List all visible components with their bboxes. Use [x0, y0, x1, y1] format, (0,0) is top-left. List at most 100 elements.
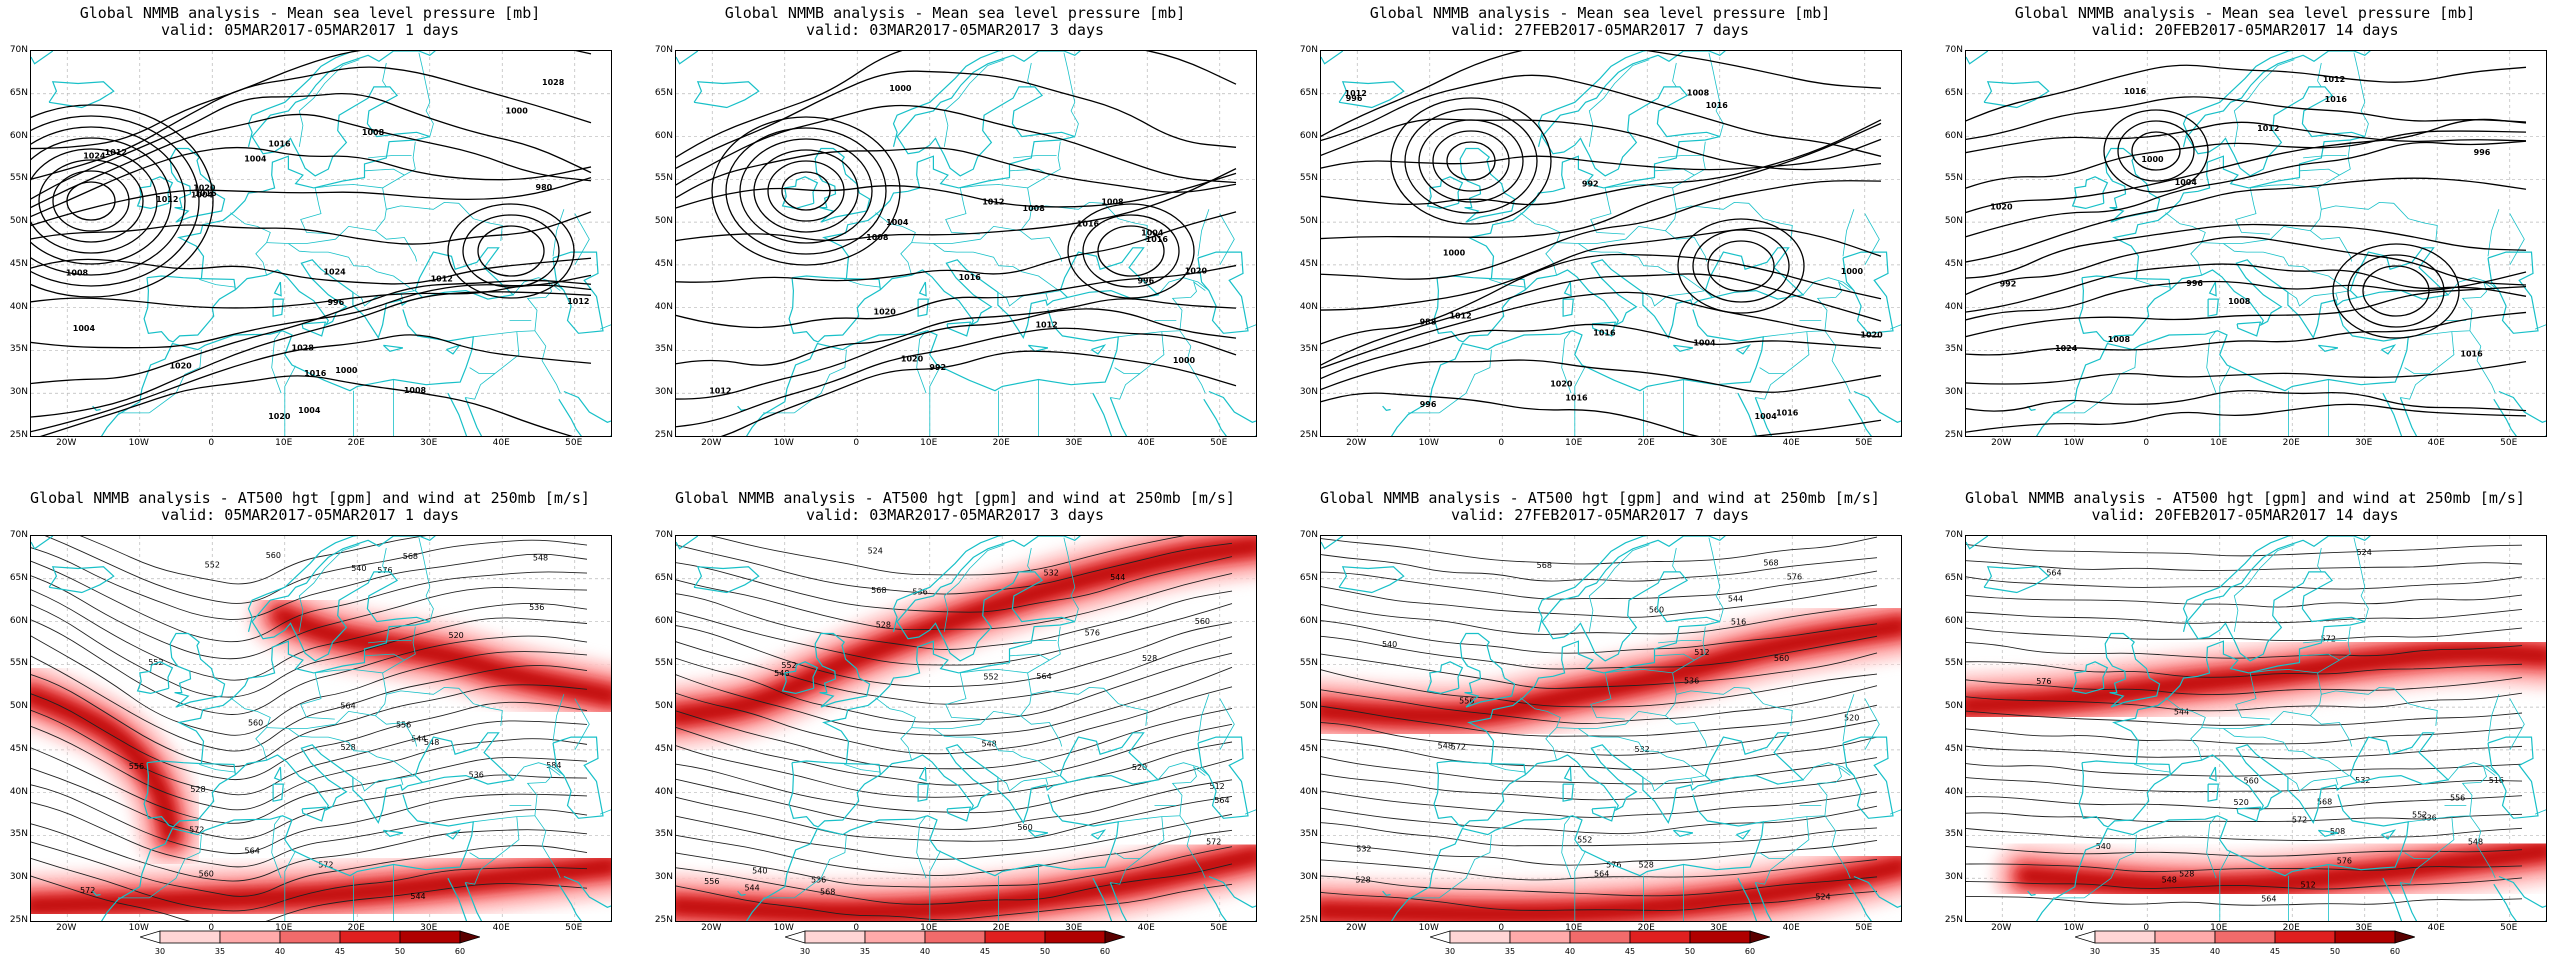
contour-label: 512 [1694, 648, 1709, 657]
isobars [1321, 51, 1882, 436]
lat-tick-label: 40N [1944, 786, 1963, 797]
lon-tick-label: 30E [1065, 923, 1083, 933]
lat-tick-label: 65N [654, 87, 673, 98]
isobar-label: 1016 [2325, 95, 2348, 104]
isobar-label: 1008 [66, 268, 89, 277]
contour-label: 516 [1731, 617, 1746, 626]
contour-label: 572 [2321, 634, 2336, 643]
lon-tick-label: 30E [420, 438, 438, 448]
lon-tick-label: 40E [1782, 438, 1800, 448]
contour-label: 552 [781, 661, 796, 670]
lon-tick-label: 30E [2355, 923, 2373, 933]
contour-label: 584 [546, 761, 561, 770]
isobar-label: 1000 [506, 106, 529, 115]
lon-tick-label: 40E [2427, 923, 2445, 933]
isobar-label: 988 [1420, 317, 1437, 326]
lon-tick-label: 20W [701, 923, 722, 933]
map-panel-z500-3: Global NMMB analysis - AT500 hgt [gpm] a… [1290, 485, 1910, 956]
coastlines [31, 51, 611, 436]
contour-label: 520 [449, 631, 464, 640]
lon-tick-label: 0 [853, 438, 860, 448]
map-panel-z500-4: Global NMMB analysis - AT500 hgt [gpm] a… [1935, 485, 2555, 956]
map-panel-z500-2: Global NMMB analysis - AT500 hgt [gpm] a… [645, 485, 1265, 956]
lat-tick-label: 30N [654, 872, 673, 883]
lat-tick-label: 40N [9, 301, 28, 312]
isobar-label: 1004 [1755, 412, 1778, 421]
lat-tick-label: 45N [1944, 258, 1963, 269]
lat-tick-label: 60N [9, 130, 28, 141]
isobar-label: 1012 [156, 195, 178, 204]
contour-label: 560 [1195, 617, 1210, 626]
isobar-label: 992 [1582, 180, 1599, 189]
lat-tick-label: 60N [654, 130, 673, 141]
colorbar-tick-label: 60 [454, 947, 466, 956]
contour-label: 556 [1459, 697, 1474, 706]
lat-tick-label: 40N [9, 786, 28, 797]
contour-label: 528 [1355, 876, 1370, 885]
lon-tick-label: 0 [2143, 438, 2150, 448]
lat-tick-label: 60N [9, 615, 28, 626]
lon-tick-label: 20E [1637, 923, 1655, 933]
contour-label: 544 [744, 884, 759, 893]
isobar-label: 996 [1420, 400, 1437, 409]
contour-label: 528 [1639, 861, 1654, 870]
contour-label: 548 [1438, 741, 1453, 750]
lat-tick-label: 65N [9, 572, 28, 583]
contour-label: 560 [2244, 776, 2259, 785]
lat-tick-label: 65N [1944, 87, 1963, 98]
lon-tick-label: 20W [701, 438, 722, 448]
isobar-label: 1020 [193, 183, 216, 192]
isobar-label: 1008 [1023, 204, 1046, 213]
lat-tick-label: 70N [1944, 530, 1963, 540]
contour-label: 548 [2162, 875, 2177, 884]
lat-tick-label: 35N [1299, 829, 1318, 840]
lat-tick-label: 45N [9, 743, 28, 754]
contour-label: 536 [2421, 813, 2436, 822]
colorbar-swatch [2094, 930, 2156, 944]
contour-label: 520 [2234, 798, 2249, 807]
contour-label: 556 [396, 720, 411, 729]
lat-tick-label: 45N [9, 258, 28, 269]
lon-tick-label: 0 [208, 438, 215, 448]
panel-title: Global NMMB analysis - Mean sea level pr… [2014, 4, 2476, 22]
lat-tick-label: 30N [1299, 387, 1318, 398]
contour-label: 540 [752, 867, 767, 876]
isobar-label: 996 [1346, 94, 1363, 103]
lat-tick-label: 50N [1944, 701, 1963, 712]
lon-tick-label: 20E [992, 438, 1010, 448]
contour-label: 576 [377, 566, 392, 575]
contour-label: 576 [1787, 573, 1802, 582]
contour-label: 564 [1214, 796, 1229, 805]
coastlines [1321, 51, 1901, 436]
height-contours [1966, 544, 2523, 906]
contour-label: 564 [1594, 869, 1609, 878]
map-panel-z500-1: Global NMMB analysis - AT500 hgt [gpm] a… [0, 485, 620, 956]
lon-tick-label: 50E [1855, 438, 1873, 448]
lon-tick-label: 40E [2427, 438, 2445, 448]
isobar-label: 1004 [298, 406, 321, 415]
contour-label: 548 [424, 738, 439, 747]
lon-tick-label: 10E [1565, 438, 1583, 448]
colorbar-tick-label: 35 [2149, 947, 2161, 956]
colorbar-tick-label: 60 [2389, 947, 2401, 956]
coastlines [676, 51, 1256, 436]
lat-tick-label: 25N [1299, 915, 1318, 925]
colorbar-swatch [2274, 930, 2336, 944]
contour-label: 560 [248, 718, 263, 727]
panel-valid-period: valid: 27FEB2017-05MAR2017 7 days [1450, 21, 1749, 39]
lat-tick-label: 60N [1944, 130, 1963, 141]
contour-label: 568 [1763, 559, 1778, 568]
lon-tick-label: 20W [56, 438, 77, 448]
isobar-label: 1004 [886, 218, 909, 227]
contour-label: 540 [1382, 640, 1397, 649]
isobar-label: 992 [2000, 279, 2017, 288]
lon-tick-label: 20E [992, 923, 1010, 933]
isobar-label: 992 [929, 363, 946, 372]
contour-label: 560 [1774, 654, 1789, 663]
isobar-label: 1004 [244, 155, 267, 164]
isobar-label: 1016 [1706, 101, 1729, 110]
colorbar-swatch [1509, 930, 1571, 944]
lon-tick-label: 50E [1855, 923, 1873, 933]
colorbar-swatch [1689, 930, 1751, 944]
